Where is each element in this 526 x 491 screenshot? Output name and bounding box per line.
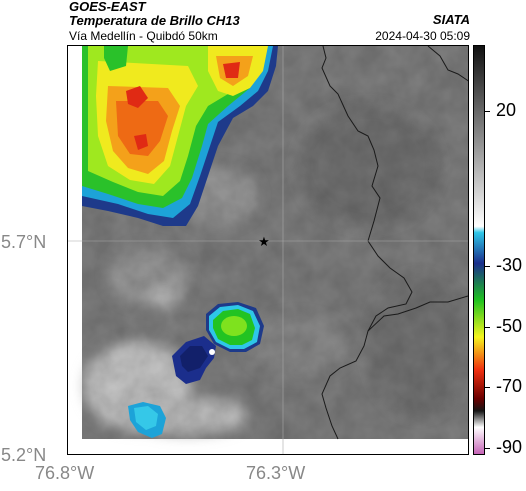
convective-cloud-north	[82, 46, 278, 226]
colorbar-tick	[484, 111, 490, 112]
lon-label-west: 76.8°W	[35, 463, 95, 483]
product-title: GOES-EAST	[69, 0, 146, 14]
region-label: Vía Medellín - Quibdó 50km	[69, 29, 218, 43]
satellite-map: ★	[67, 45, 469, 455]
colorbar-label-minus30: -30	[496, 255, 523, 275]
datetime-label: 2024-04-30 05:09	[375, 29, 470, 43]
boundary-lines	[321, 46, 468, 440]
convective-cloud-south	[128, 302, 264, 438]
lat-label-north: 5.7°N	[1, 232, 47, 252]
institution-label: SIATA	[432, 12, 470, 27]
graticule	[68, 46, 468, 454]
lon-label-east: 76.3°W	[246, 463, 306, 483]
colorbar-label-minus90: -90	[496, 437, 523, 457]
colorbar-tick	[484, 266, 490, 267]
colorbar-label-minus70: -70	[496, 376, 523, 396]
colorbar	[473, 45, 485, 455]
colorbar-tick	[484, 448, 490, 449]
map-field: ★	[68, 46, 468, 454]
colorbar-tick	[484, 327, 490, 328]
star-marker: ★	[258, 235, 270, 250]
colorbar-tick	[484, 387, 490, 388]
lat-label-south: 5.2°N	[1, 445, 47, 465]
colorbar-label-20: 20	[496, 100, 517, 120]
product-subtitle: Temperatura de Brillo CH13	[69, 13, 240, 28]
colorbar-label-minus50: -50	[496, 316, 523, 336]
